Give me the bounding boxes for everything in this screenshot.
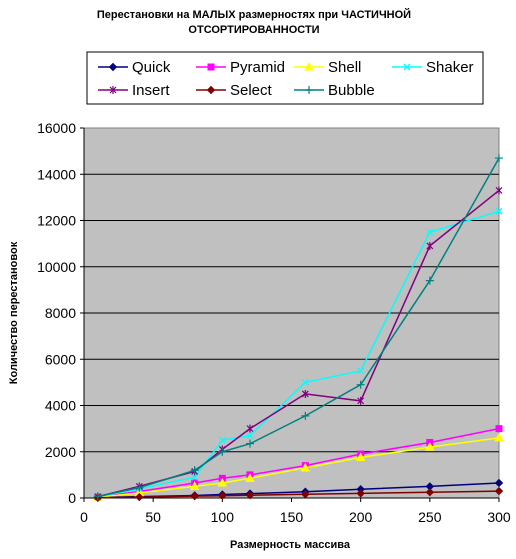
data-point-shaker <box>218 436 226 444</box>
data-point-shell <box>245 473 255 482</box>
data-point-bubble <box>356 380 365 389</box>
legend-label-quick: Quick <box>132 59 171 76</box>
data-point-select <box>356 489 365 498</box>
data-point-shell <box>424 442 435 451</box>
legend-label-shell: Shell <box>328 59 361 76</box>
data-point-insert <box>426 241 434 250</box>
legend: Quick Pyramid Shell Shaker Insert Select Bubbl… <box>98 59 474 99</box>
legend-item-shaker: Shaker <box>392 59 474 76</box>
legend-box <box>86 51 484 105</box>
data-point-bubble <box>135 483 144 492</box>
chart-title-line-2: ОТСОРТИРОВАННОСТИ <box>188 24 319 36</box>
data-point-shell <box>300 462 311 472</box>
y-tick-label: 12000 <box>37 213 76 229</box>
x-axis-title: Размерность массива <box>230 539 351 551</box>
data-point-bubble <box>246 439 254 448</box>
data-point-insert <box>301 389 309 398</box>
data-point-select <box>494 486 504 496</box>
legend-label-select: Select <box>230 82 273 99</box>
legend-label-pyramid: Pyramid <box>230 59 285 76</box>
data-point-shell <box>217 477 228 487</box>
y-tick-label: 14000 <box>37 166 76 182</box>
data-point-select <box>218 491 227 500</box>
data-point-bubble <box>425 276 434 285</box>
y-tick-label: 8000 <box>45 305 76 321</box>
x-tick-label: 150 <box>280 509 304 525</box>
axes: 0 2000 4000 6000 8000 10000 12000 14000 16000 0 50… <box>37 120 511 525</box>
x-tick-label: 200 <box>349 509 373 525</box>
data-point-select <box>301 490 310 499</box>
legend-label-shaker: Shaker <box>426 59 474 76</box>
data-point-bubble <box>190 466 199 475</box>
legend-item-insert: Insert <box>98 82 170 99</box>
x-tick-label: 300 <box>487 509 511 525</box>
legend-marker-bubble <box>305 86 313 94</box>
data-point-bubble <box>301 411 310 420</box>
data-point-shaker <box>246 432 254 440</box>
legend-marker-quick <box>108 62 118 72</box>
data-point-select <box>425 488 435 497</box>
x-tick-label: 100 <box>211 509 235 525</box>
data-point-shaker <box>191 473 199 481</box>
legend-item-quick: Quick <box>98 59 171 76</box>
x-tick-label: 250 <box>418 509 442 525</box>
legend-marker-insert <box>109 86 117 94</box>
y-tick-label: 6000 <box>45 351 76 367</box>
y-tick-label: 16000 <box>37 120 76 136</box>
data-point-insert <box>246 424 254 433</box>
data-point-bubble <box>495 154 503 163</box>
data-point-shaker <box>301 378 309 386</box>
legend-item-bubble: Bubble <box>294 82 375 99</box>
legend-item-shell: Shell <box>294 59 361 76</box>
series-bubble <box>93 154 503 501</box>
x-tick-label: 0 <box>80 509 88 525</box>
legend-item-select: Select <box>196 82 273 99</box>
data-point-bubble <box>218 447 227 456</box>
gridlines <box>84 173 499 453</box>
data-point-shaker <box>495 207 503 215</box>
data-point-select <box>190 491 199 501</box>
legend-marker-shaker <box>403 63 411 71</box>
data-point-select <box>135 492 144 502</box>
legend-marker-shell <box>304 61 314 71</box>
data-point-shell <box>355 452 366 462</box>
data-point-insert <box>495 186 503 195</box>
data-point-quick <box>494 478 504 488</box>
y-tick-label: 4000 <box>45 398 76 414</box>
data-point-bubble <box>93 492 102 501</box>
data-point-insert <box>357 396 365 405</box>
data-point-select <box>245 491 255 500</box>
data-series <box>92 154 504 502</box>
y-tick-label: 10000 <box>37 259 76 275</box>
legend-label-bubble: Bubble <box>328 82 375 99</box>
legend-item-pyramid: Pyramid <box>196 59 285 76</box>
y-axis-title: Количество перестановок <box>8 241 20 384</box>
chart-title-line-1: Перестановки на МАЛЫХ размерностях при Ч… <box>97 8 411 21</box>
series-select <box>93 486 504 502</box>
data-point-pyramid <box>495 425 503 433</box>
data-point-shaker <box>426 228 434 236</box>
x-tick-label: 50 <box>145 509 161 525</box>
data-point-shaker <box>357 367 365 375</box>
legend-label-insert: Insert <box>132 82 170 99</box>
y-tick-label: 0 <box>68 490 76 506</box>
data-point-shell <box>189 481 200 490</box>
legend-marker-pyramid <box>207 63 215 71</box>
y-tick-label: 2000 <box>45 444 76 460</box>
legend-marker-select <box>206 85 216 95</box>
data-point-shell <box>494 432 504 442</box>
